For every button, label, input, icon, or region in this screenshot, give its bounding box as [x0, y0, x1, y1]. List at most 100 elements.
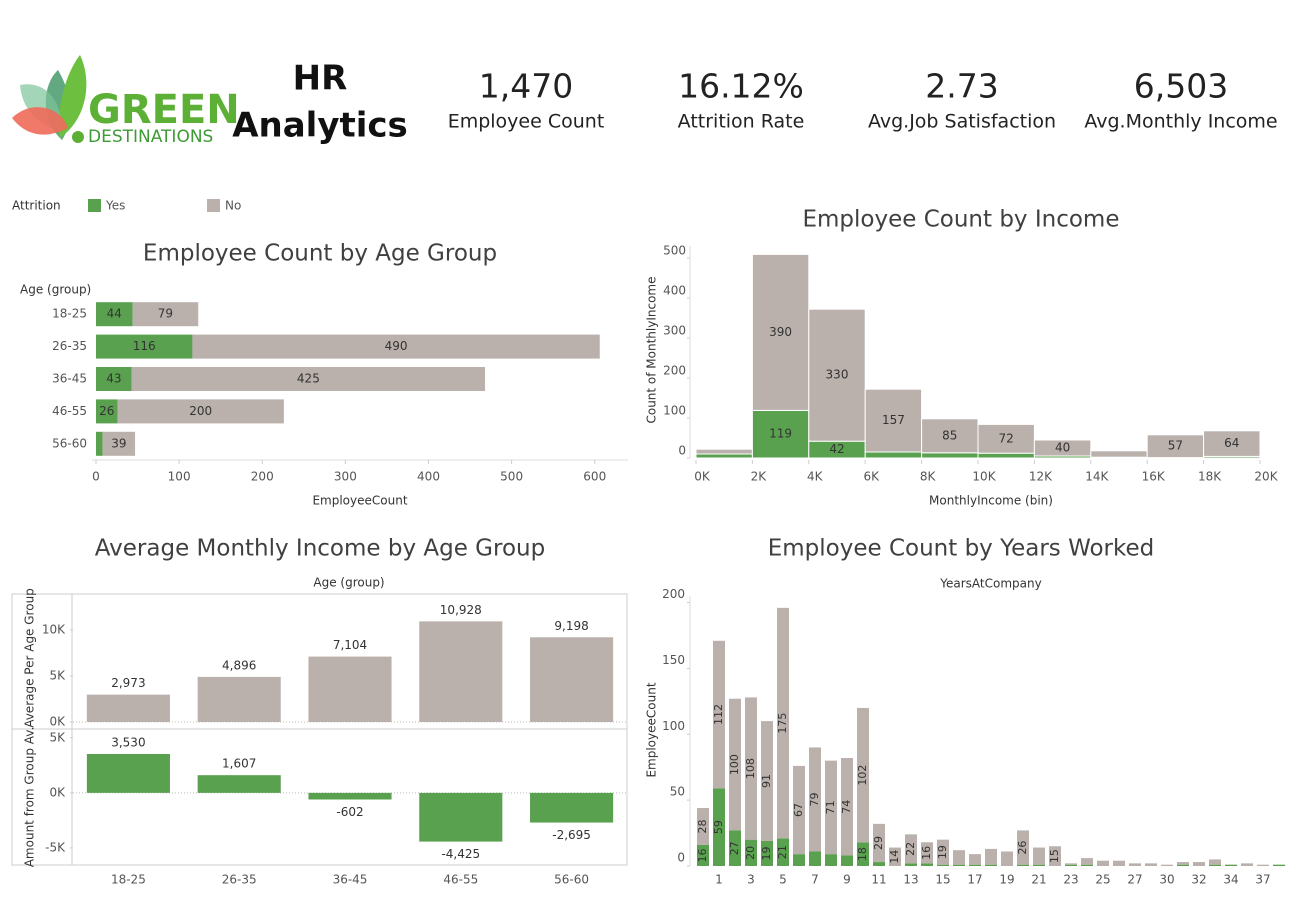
x-axis-title: EmployeeCount: [312, 494, 407, 508]
x-tick-label: 18-25: [111, 873, 146, 887]
data-label: 74: [840, 800, 853, 814]
x-tick-label: 10K: [972, 470, 996, 484]
data-label: 19: [936, 845, 949, 859]
x-tick-label: 100: [168, 470, 191, 484]
bar-segment: [841, 855, 853, 866]
data-label: 72: [999, 431, 1014, 445]
data-label: 9,198: [554, 619, 588, 633]
x-tick-label: 19: [999, 873, 1014, 887]
legend-swatch: [207, 199, 220, 212]
x-axis-title: YearsAtCompany: [939, 577, 1041, 591]
bar-segment: [873, 862, 885, 866]
bar-segment: [953, 850, 965, 864]
legend-label: Yes: [105, 199, 125, 213]
x-tick-label: 500: [500, 470, 523, 484]
x-tick-label: 300: [334, 470, 357, 484]
legend-label: No: [225, 199, 241, 213]
data-label: 102: [856, 765, 869, 786]
data-label: 15: [1048, 849, 1061, 863]
data-label: 116: [133, 339, 156, 353]
data-label: 119: [769, 427, 792, 441]
x-tick-label: 400: [417, 470, 440, 484]
y-tick-label: 100: [663, 404, 686, 418]
bar-segment: [1065, 863, 1077, 864]
bar: [419, 621, 502, 722]
x-tick-label: 15: [935, 873, 950, 887]
data-label: 28: [696, 819, 709, 833]
bar-segment: [937, 865, 949, 866]
bar: [308, 793, 391, 800]
data-label: 112: [712, 704, 725, 725]
bar: [419, 793, 502, 842]
data-label: 1,607: [222, 757, 256, 771]
data-label: 26: [1016, 841, 1029, 855]
x-tick-label: 36-45: [333, 873, 368, 887]
bar-segment: [1177, 865, 1189, 866]
y-tick-label: 5K: [49, 668, 66, 682]
x-tick-label: 4K: [807, 470, 824, 484]
data-label: 85: [942, 428, 957, 442]
bar-segment: [1017, 865, 1029, 866]
x-axis-title: Age (group): [313, 576, 384, 590]
y-axis-title: Count of MonthlyIncome: [645, 276, 659, 423]
bar-segment: [1161, 865, 1173, 866]
bar-segment: [1065, 865, 1077, 866]
bar-segment: [1113, 861, 1125, 866]
x-tick-label: 9: [843, 873, 851, 887]
data-label: 157: [882, 413, 905, 427]
y-tick-label: 36-45: [52, 372, 87, 386]
bar-segment: [1033, 865, 1045, 866]
bar: [198, 775, 281, 793]
y-axis-title: EmployeeCount: [645, 682, 659, 777]
bar-segment: [1209, 865, 1221, 866]
kpi-label: Avg.Monthly Income: [1084, 111, 1277, 133]
x-tick-label: 0K: [694, 470, 711, 484]
kpi-value: 1,470: [479, 67, 573, 106]
data-label: 26: [99, 404, 114, 418]
data-label: 2,973: [111, 676, 145, 690]
data-label: 44: [107, 307, 122, 321]
dashboard-title: HR: [293, 59, 348, 99]
legend-title: Attrition: [12, 199, 61, 213]
x-tick-label: 23: [1063, 873, 1078, 887]
bar: [87, 754, 170, 793]
bar-segment: [96, 432, 103, 456]
bar-segment: [809, 852, 821, 866]
x-tick-label: 18K: [1198, 470, 1222, 484]
bar-segment: [1129, 863, 1141, 866]
bar-segment: [825, 854, 837, 866]
histogram-bar: [696, 449, 752, 454]
logo-subtext: DESTINATIONS: [88, 127, 213, 147]
x-axis-title: MonthlyIncome (bin): [929, 494, 1053, 508]
y-tick-label: 0: [677, 851, 685, 865]
x-tick-label: 17: [967, 873, 982, 887]
kpi-value: 2.73: [925, 67, 998, 106]
x-tick-label: 16K: [1142, 470, 1166, 484]
bar-segment: [1081, 865, 1093, 866]
data-label: 330: [826, 368, 849, 382]
bar-segment: [1241, 863, 1253, 866]
kpi-value: 16.12%: [678, 67, 804, 106]
x-tick-label: 0: [92, 470, 100, 484]
x-tick-label: 200: [251, 470, 274, 484]
bar-segment: [793, 854, 805, 866]
y-tick-label: 500: [663, 244, 686, 258]
data-label: 16: [920, 846, 933, 860]
dashboard-title: Analytics: [232, 106, 408, 146]
data-label: 59: [712, 820, 725, 834]
y-tick-label: 200: [662, 587, 685, 601]
data-label: 4,896: [222, 658, 256, 672]
data-label: 64: [1224, 436, 1239, 450]
data-label: 40: [1055, 441, 1070, 455]
data-label: 79: [158, 307, 173, 321]
bar-segment: [1273, 865, 1285, 866]
bar-segment: [1097, 861, 1109, 866]
y-tick-label: 100: [662, 719, 685, 733]
kpi-label: Avg.Job Satisfaction: [868, 111, 1056, 133]
bar: [198, 677, 281, 722]
data-label: 10,928: [440, 603, 482, 617]
y-axis-title: Average Per Age Group: [23, 588, 37, 728]
y-tick-label: 5K: [49, 730, 66, 744]
x-tick-label: 8K: [920, 470, 937, 484]
x-tick-label: 1: [715, 873, 723, 887]
